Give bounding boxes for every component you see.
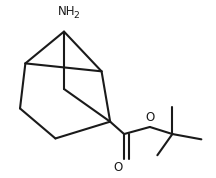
Text: NH: NH — [57, 5, 75, 18]
Text: 2: 2 — [73, 11, 79, 20]
Text: O: O — [145, 111, 154, 124]
Text: O: O — [113, 161, 122, 174]
